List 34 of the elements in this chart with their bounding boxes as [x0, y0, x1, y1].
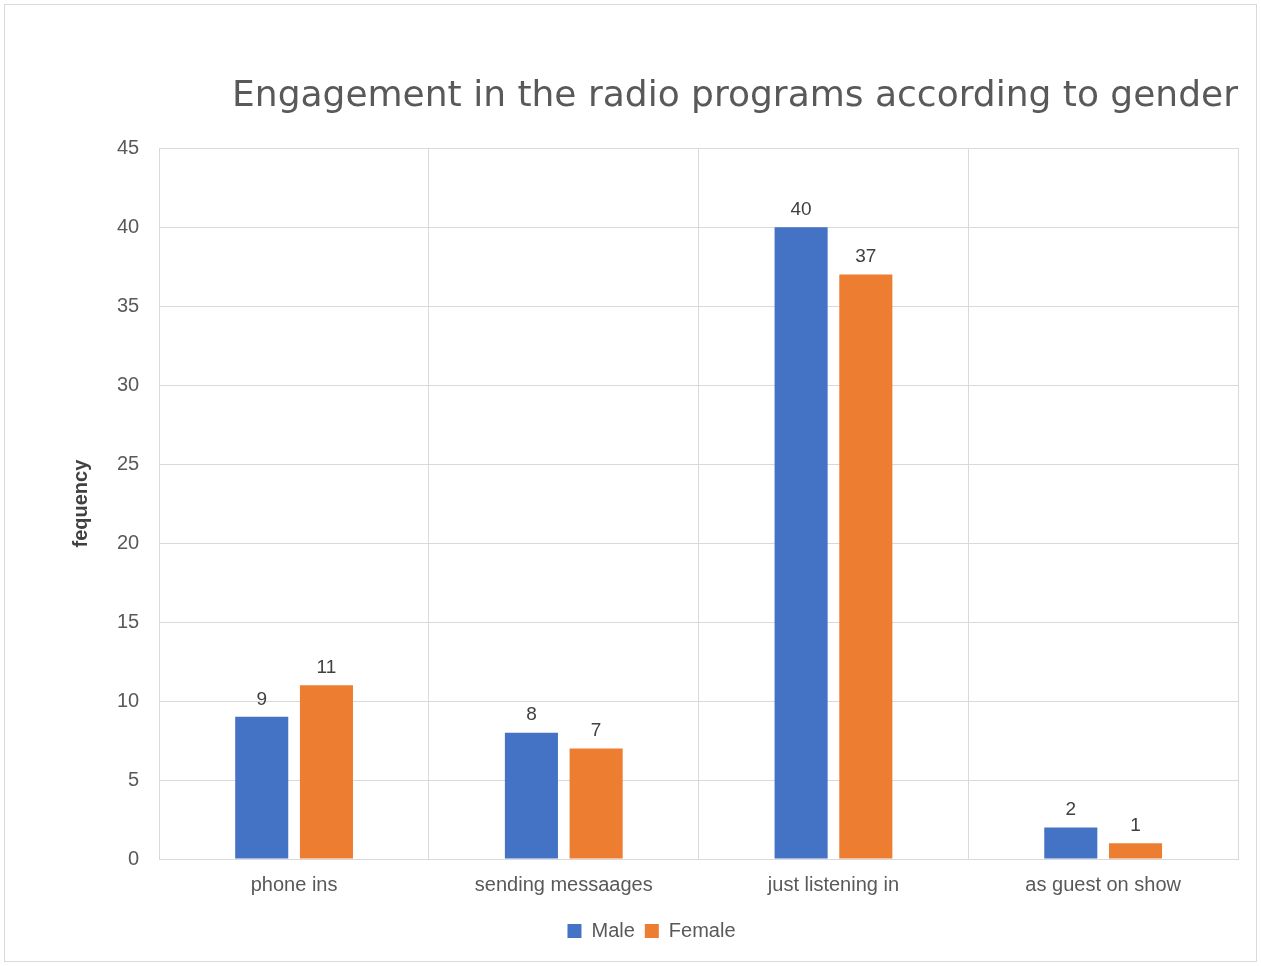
data-label: 11: [316, 655, 337, 677]
bar: [1044, 827, 1098, 859]
bar: [1108, 843, 1163, 859]
data-label: 7: [590, 719, 602, 741]
data-label: 2: [1065, 798, 1077, 820]
y-tick-label: 40: [117, 214, 140, 237]
legend-label: Female: [668, 918, 736, 941]
bar: [299, 685, 353, 859]
y-tick-label: 5: [128, 767, 140, 790]
bar: [235, 716, 289, 859]
y-tick-label: 30: [117, 372, 140, 395]
y-tick-label: 10: [117, 688, 140, 711]
data-label: 40: [790, 197, 812, 219]
y-axis-title: fequency: [68, 458, 91, 548]
bar: [839, 274, 893, 859]
x-tick-label: as guest on show: [1025, 872, 1182, 895]
data-label: 8: [526, 703, 537, 725]
x-tick-label: phone ins: [250, 872, 338, 895]
bar: [569, 748, 623, 859]
y-tick-label: 25: [117, 451, 140, 474]
bar: [504, 732, 558, 859]
y-tick-label: 0: [128, 846, 140, 869]
y-tick-label: 15: [117, 609, 140, 632]
data-label: 1: [1130, 813, 1141, 835]
data-label: 37: [855, 245, 877, 267]
legend-label: Male: [591, 918, 635, 941]
data-label: 9: [256, 687, 268, 709]
y-tick-label: 35: [117, 293, 140, 316]
chart-title: Engagement in the radio programs according to gender: [232, 72, 1239, 114]
y-tick-label: 20: [117, 530, 140, 553]
bar: [774, 227, 828, 859]
x-tick-label: sending messaages: [474, 872, 653, 895]
x-tick-label: just listening in: [766, 872, 900, 895]
y-tick-label: 45: [117, 135, 140, 158]
